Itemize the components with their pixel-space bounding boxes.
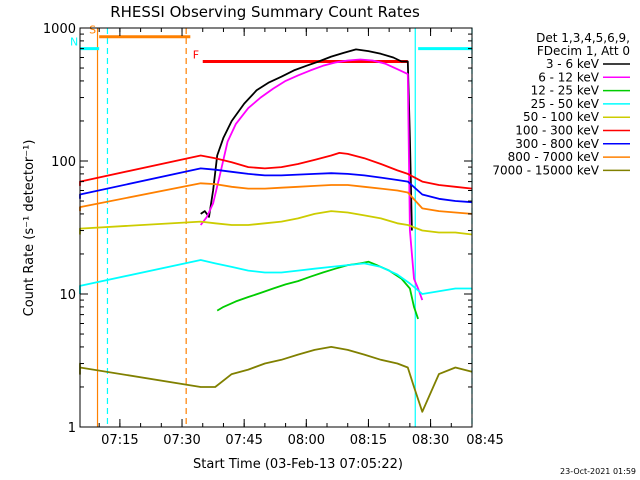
x-tick-label-4: 08:15	[350, 433, 387, 448]
segment-label-1: N	[70, 36, 78, 49]
plot-layer: SN F	[70, 24, 473, 428]
x-axis-label: Start Time (03-Feb-13 07:05:22)	[193, 457, 403, 472]
legend-label-8: 7000 - 15000 keV	[492, 163, 599, 177]
y-tick-labels: 1 10 100 1000	[43, 22, 76, 436]
legend-label-0: 3 - 6 keV	[546, 57, 600, 71]
chart-title: RHESSI Observing Summary Count Rates	[110, 3, 420, 21]
x-tick-label-6: 08:45	[466, 433, 503, 448]
series-line-1	[199, 58, 424, 301]
y-tick-label-3: 1000	[43, 22, 76, 37]
x-tick-label-2: 07:45	[225, 433, 262, 448]
y-axis-label: Count Rate (s⁻¹ detector⁻¹)	[22, 140, 37, 317]
legend-label-6: 300 - 800 keV	[515, 137, 599, 151]
legend-label-5: 100 - 300 keV	[515, 124, 599, 138]
y-tick-label-1: 10	[59, 288, 76, 303]
legend-label-2: 12 - 25 keV	[531, 84, 600, 98]
series-line-8	[79, 346, 473, 413]
segment-label-0: S	[89, 24, 96, 37]
plot-frame	[79, 27, 473, 428]
segment-label-3: F	[193, 48, 199, 61]
series-line-3	[79, 259, 472, 295]
series-line-4	[79, 210, 473, 236]
x-tick-label-3: 08:00	[288, 433, 325, 448]
legend-label-1: 6 - 12 keV	[538, 70, 600, 84]
x-tick-label-5: 08:30	[412, 433, 449, 448]
series-line-2	[216, 260, 419, 320]
y-tick-label-0: 1	[68, 421, 76, 436]
series-line-0	[200, 48, 413, 231]
legend-header-line-2: FDecim 1, Att 0	[537, 44, 630, 58]
x-tick-label-0: 07:15	[101, 433, 138, 448]
series-line-5	[79, 152, 473, 190]
legend-label-7: 800 - 7000 keV	[508, 150, 600, 164]
legend-label-4: 50 - 100 keV	[523, 110, 600, 124]
x-tick-labels: 07:15 07:30 07:45 08:00 08:15 08:30 08:45	[101, 433, 504, 448]
legend-header-line-1: Det 1,3,4,5,6,9,	[536, 31, 630, 45]
legend-label-3: 25 - 50 keV	[531, 97, 600, 111]
timestamp: 23-Oct-2021 01:59	[560, 467, 636, 476]
y-tick-label-2: 100	[51, 155, 76, 170]
series-line-6	[79, 167, 473, 204]
x-tick-label-1: 07:30	[163, 433, 200, 448]
series-line-7	[79, 182, 473, 215]
